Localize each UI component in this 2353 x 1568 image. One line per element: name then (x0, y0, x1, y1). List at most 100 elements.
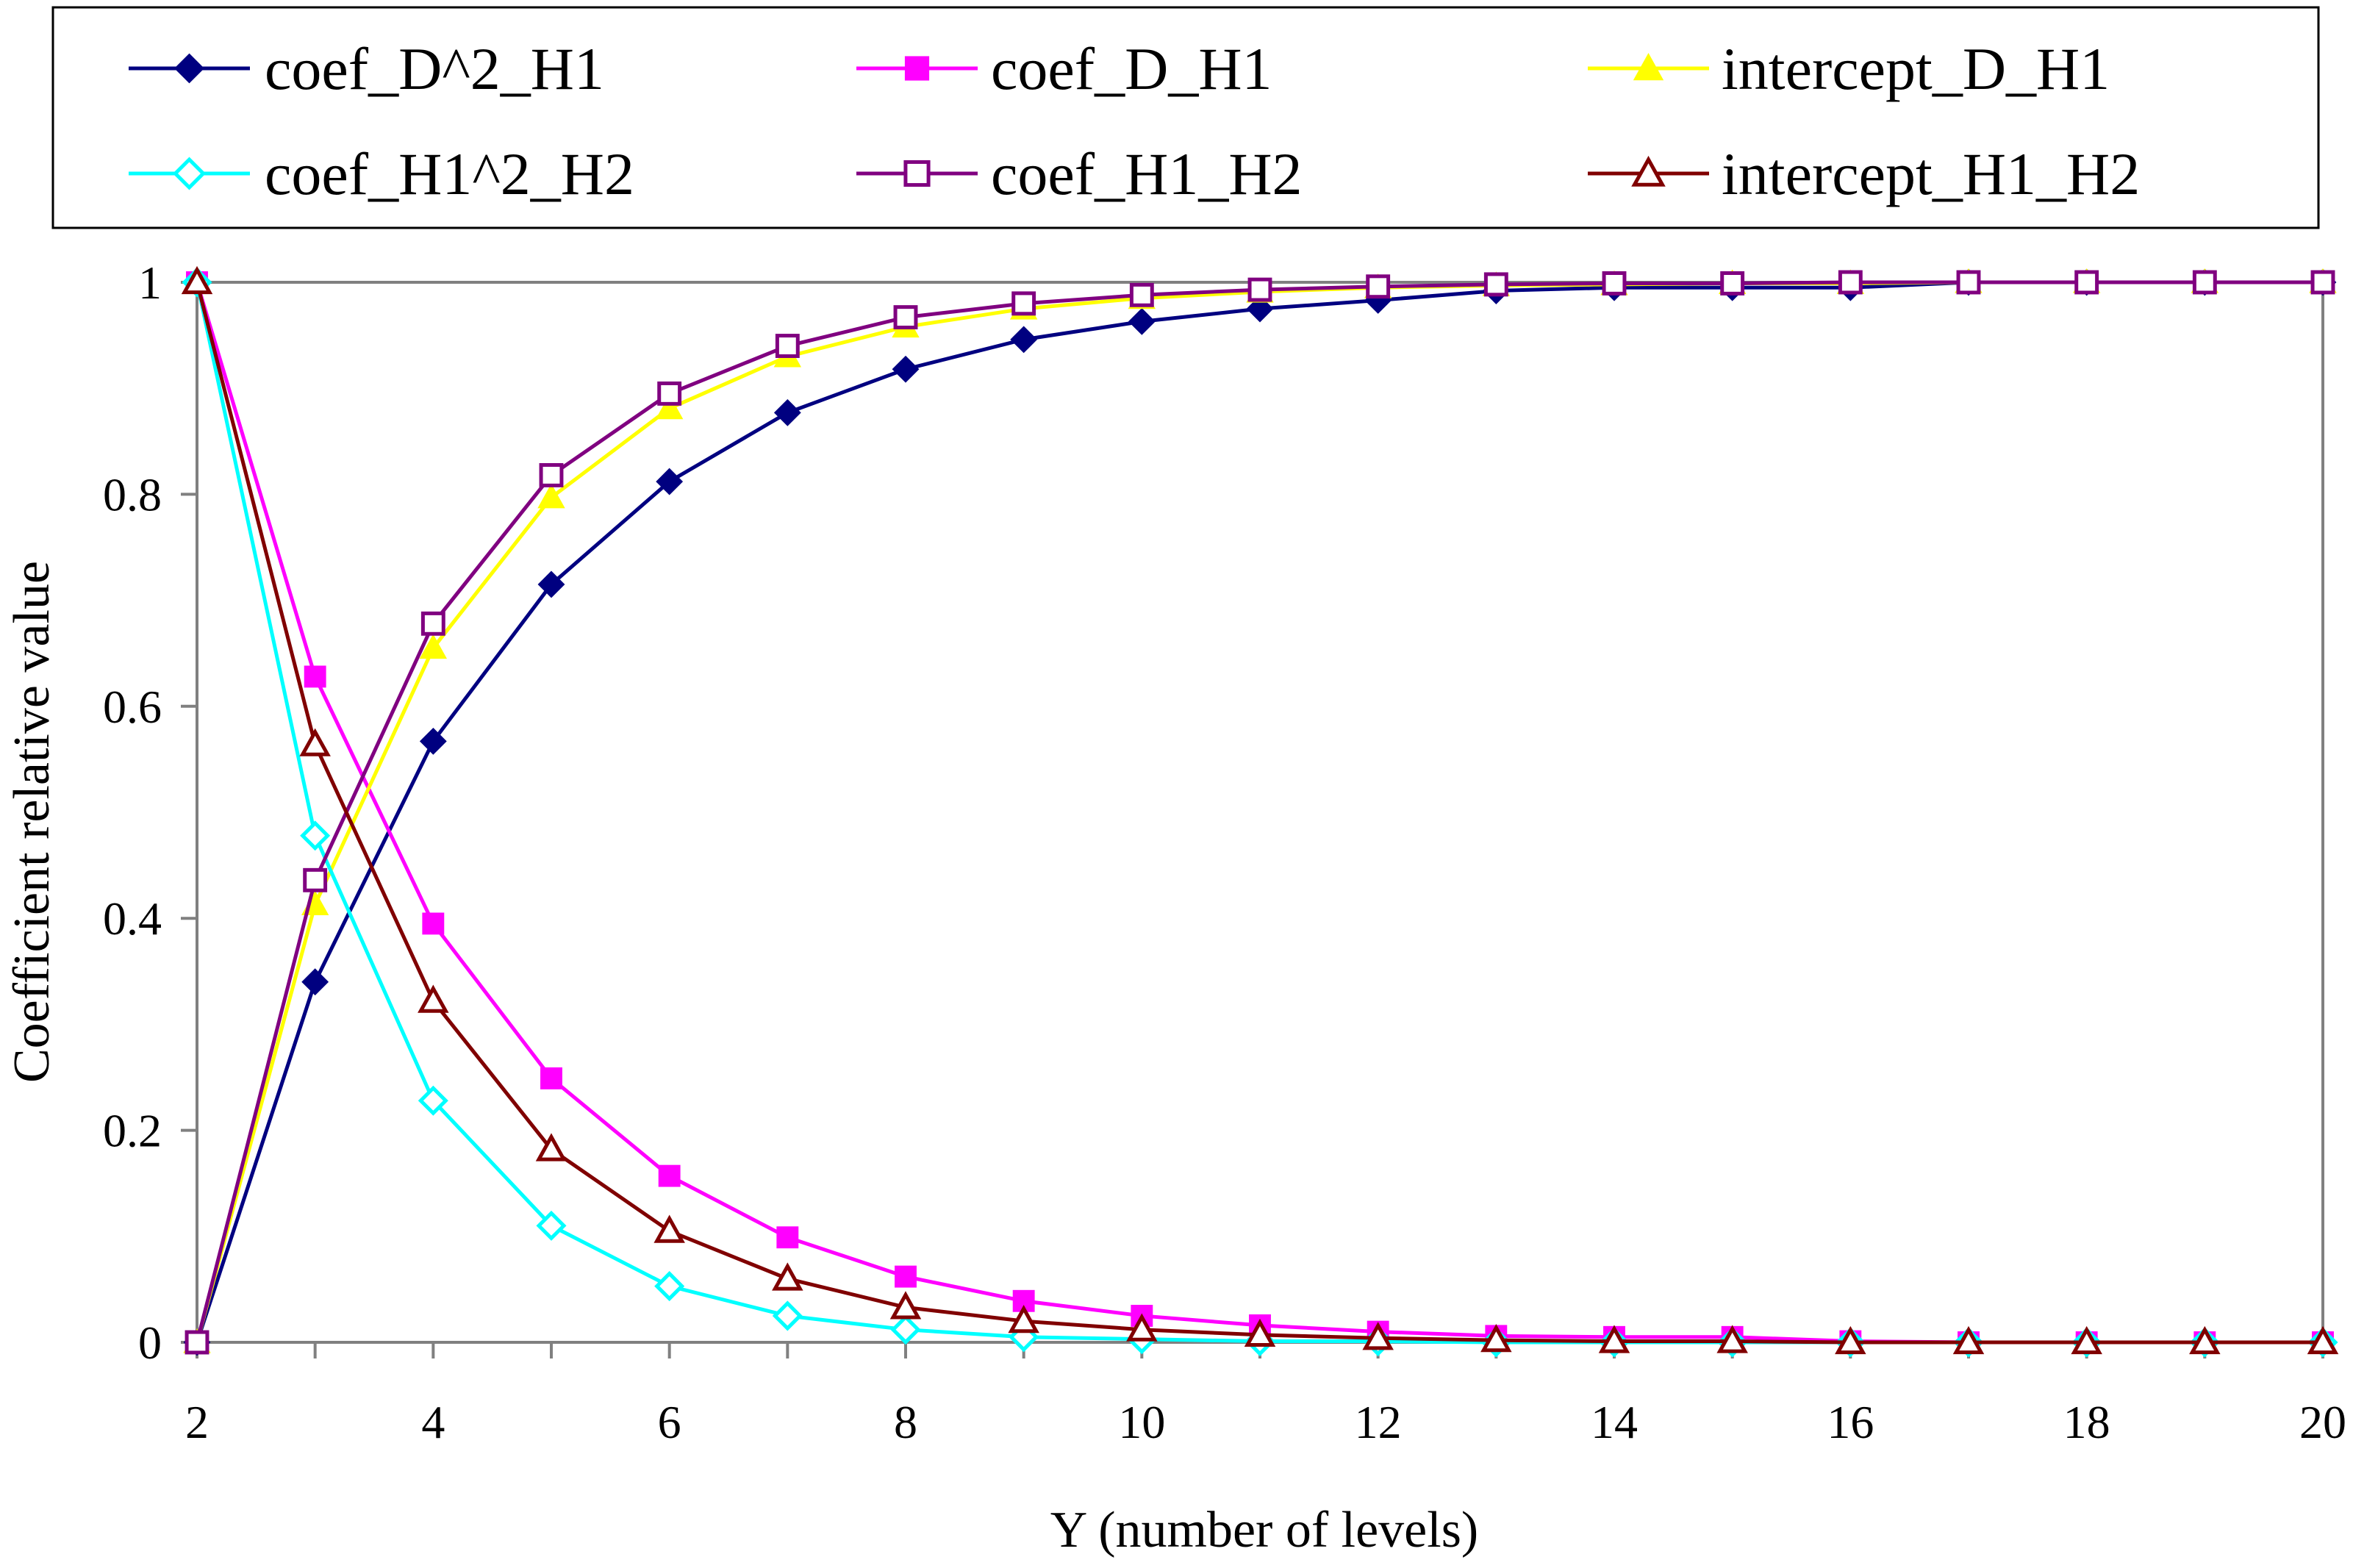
data-point (658, 1164, 681, 1187)
data-point (300, 820, 331, 851)
data-point (1598, 1325, 1630, 1353)
data-point (1011, 291, 1036, 316)
data-point (1838, 270, 1863, 295)
data-point (536, 1210, 567, 1241)
data-point (890, 1314, 921, 1345)
y-tick-label: 0.2 (103, 1105, 162, 1157)
legend-swatch-marker (172, 157, 207, 190)
data-point (1835, 1325, 1866, 1355)
data-point (1366, 274, 1391, 299)
legend-label: intercept_H1_H2 (1722, 140, 2140, 207)
x-tick-label: 6 (658, 1396, 681, 1448)
legend-box (51, 6, 2320, 229)
data-point (2310, 270, 2335, 295)
data-point (654, 1271, 685, 1302)
y-tick-label: 0.8 (103, 468, 162, 520)
data-point (895, 1265, 917, 1288)
x-tick-label: 14 (1591, 1396, 1638, 1448)
series-6 (181, 265, 2339, 1355)
data-point (540, 1067, 562, 1089)
data-point (535, 1133, 567, 1161)
data-point (1716, 1325, 1748, 1353)
data-point (2192, 270, 2217, 295)
data-point (299, 728, 331, 756)
legend-item: intercept_D_H1 (1588, 35, 2110, 102)
legend-swatch-marker (903, 160, 931, 187)
legend-item: coef_D^2_H1 (129, 35, 604, 102)
y-tick-label: 1 (138, 257, 162, 309)
data-point (422, 912, 445, 935)
data-point (657, 381, 682, 406)
y-tick-label: 0.4 (103, 892, 162, 945)
data-point (181, 265, 213, 295)
legend-label: coef_H1_H2 (991, 140, 1303, 207)
legend-item: coef_H1^2_H2 (129, 140, 634, 207)
data-point (304, 665, 326, 688)
x-tick-label: 12 (1355, 1396, 1402, 1448)
data-point (1126, 1313, 1158, 1342)
x-tick-label: 20 (2299, 1396, 2346, 1448)
x-axis-title: Y (number of levels) (1050, 1502, 1479, 1558)
y-axis-title: Coefficient relative value (4, 561, 60, 1083)
data-point (776, 1226, 799, 1249)
x-tick-label: 8 (894, 1396, 917, 1448)
data-point (2189, 1325, 2221, 1355)
legend-label: intercept_D_H1 (1722, 35, 2110, 102)
legend-label: coef_H1^2_H2 (265, 140, 634, 207)
legend-swatch-marker (1633, 52, 1664, 81)
x-tick-label: 10 (1118, 1396, 1165, 1448)
data-point (2307, 1325, 2339, 1355)
data-point (2071, 1325, 2102, 1355)
data-point (537, 483, 565, 509)
data-point (185, 1330, 209, 1355)
legend-swatch-marker (174, 53, 204, 84)
legend-item: coef_H1_H2 (856, 140, 1303, 207)
data-point (419, 634, 448, 659)
legend-swatch-marker (1631, 155, 1666, 187)
data-point (1129, 282, 1154, 307)
series-5 (185, 270, 2335, 1355)
data-point (1244, 1318, 1276, 1347)
data-point (655, 394, 684, 420)
data-point (1956, 270, 1981, 295)
legend-item: intercept_H1_H2 (1588, 140, 2140, 207)
legend-item: coef_D_H1 (856, 35, 1272, 102)
data-point (418, 1085, 448, 1116)
data-point (1008, 1305, 1039, 1333)
data-point (1483, 272, 1508, 297)
data-point (1362, 1322, 1394, 1350)
data-point (1128, 307, 1156, 335)
data-point (892, 355, 920, 383)
x-tick-label: 2 (185, 1396, 209, 1448)
data-point (419, 727, 447, 755)
data-point (1010, 326, 1038, 354)
data-point (539, 463, 564, 487)
data-point (1480, 1323, 1512, 1353)
y-tick-label: 0 (138, 1317, 162, 1369)
data-point (2074, 270, 2099, 295)
data-point (773, 398, 801, 426)
data-point (656, 468, 684, 495)
legend-label: coef_D^2_H1 (265, 35, 604, 102)
data-point (772, 1262, 803, 1291)
data-point (303, 867, 328, 892)
data-point (537, 570, 565, 598)
series-layer (181, 265, 2339, 1358)
data-point (420, 611, 445, 636)
data-point (772, 1300, 803, 1331)
data-point (1247, 277, 1272, 302)
data-point (653, 1214, 685, 1243)
data-point (1952, 1325, 1985, 1355)
data-point (418, 984, 449, 1013)
data-point (1602, 271, 1627, 296)
data-point (893, 305, 918, 330)
data-point (889, 1291, 922, 1320)
x-tick-label: 4 (421, 1396, 445, 1448)
legend: coef_D^2_H1 coef_D_H1 intercept_D_H1 coef_H… (51, 6, 2320, 229)
x-tick-label: 18 (2063, 1396, 2110, 1448)
legend-label: coef_D_H1 (991, 35, 1272, 102)
data-point (775, 334, 800, 358)
